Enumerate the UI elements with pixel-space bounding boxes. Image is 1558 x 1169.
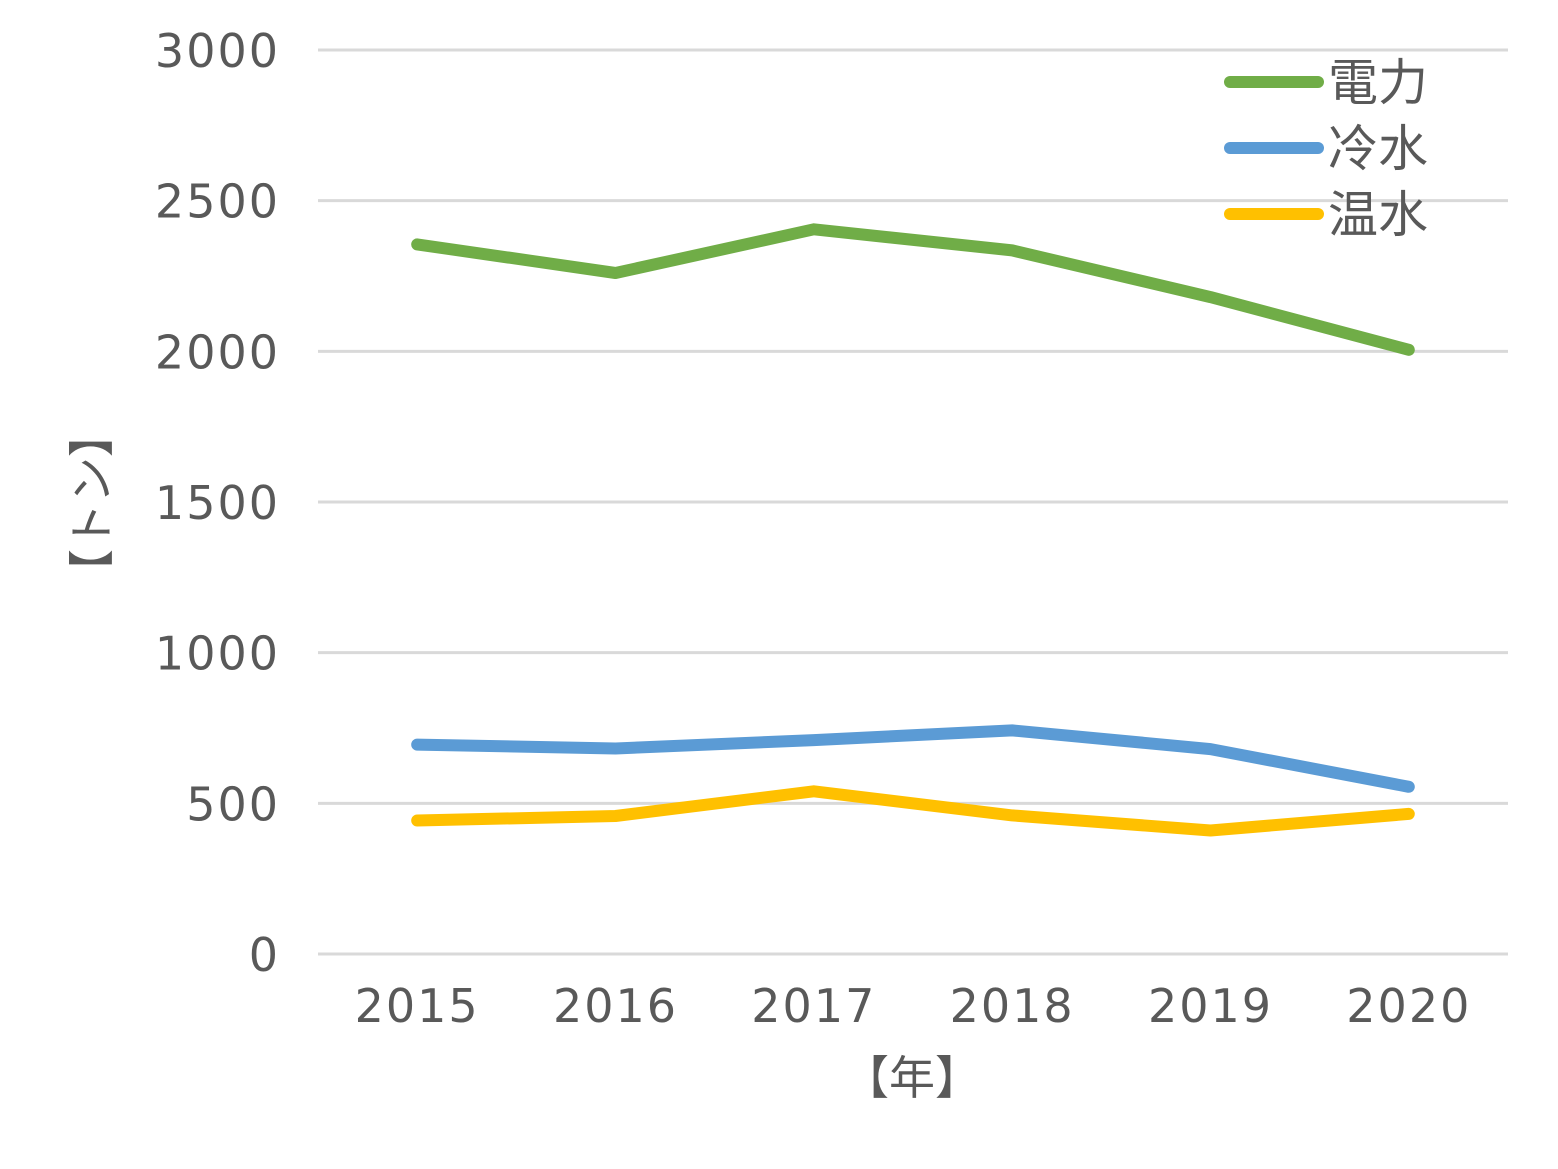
legend-label: 温水	[1328, 186, 1428, 244]
series-line-2	[411, 724, 1415, 793]
y-axis-tick-labels: 0 500 1000 1500 2000 2500 3000	[155, 24, 280, 982]
y-tick-label: 2500	[155, 175, 280, 229]
x-tick-label: 2018	[950, 979, 1075, 1033]
x-tick-label: 2019	[1148, 979, 1273, 1033]
legend-label: 冷水	[1328, 120, 1428, 178]
series-line-3	[411, 785, 1415, 837]
x-axis-tick-labels: 2015 2016 2017 2018 2019 2020	[355, 979, 1471, 1033]
legend-label: 電力	[1328, 54, 1428, 112]
y-tick-label: 500	[186, 777, 280, 831]
y-tick-label: 1000	[155, 627, 280, 681]
x-tick-label: 2016	[553, 979, 678, 1033]
y-axis-title: 【トン】	[65, 411, 119, 595]
y-tick-label: 2000	[155, 325, 280, 379]
x-tick-label: 2015	[355, 979, 480, 1033]
x-axis-title: 【年】	[843, 1051, 981, 1105]
x-tick-label: 2017	[751, 979, 876, 1033]
y-tick-label: 0	[249, 928, 280, 982]
series-lines	[411, 223, 1415, 837]
y-tick-label: 1500	[155, 476, 280, 530]
series-line-1	[411, 223, 1415, 356]
gridlines	[318, 48, 1508, 956]
x-tick-label: 2020	[1346, 979, 1471, 1033]
y-tick-label: 3000	[155, 24, 280, 78]
